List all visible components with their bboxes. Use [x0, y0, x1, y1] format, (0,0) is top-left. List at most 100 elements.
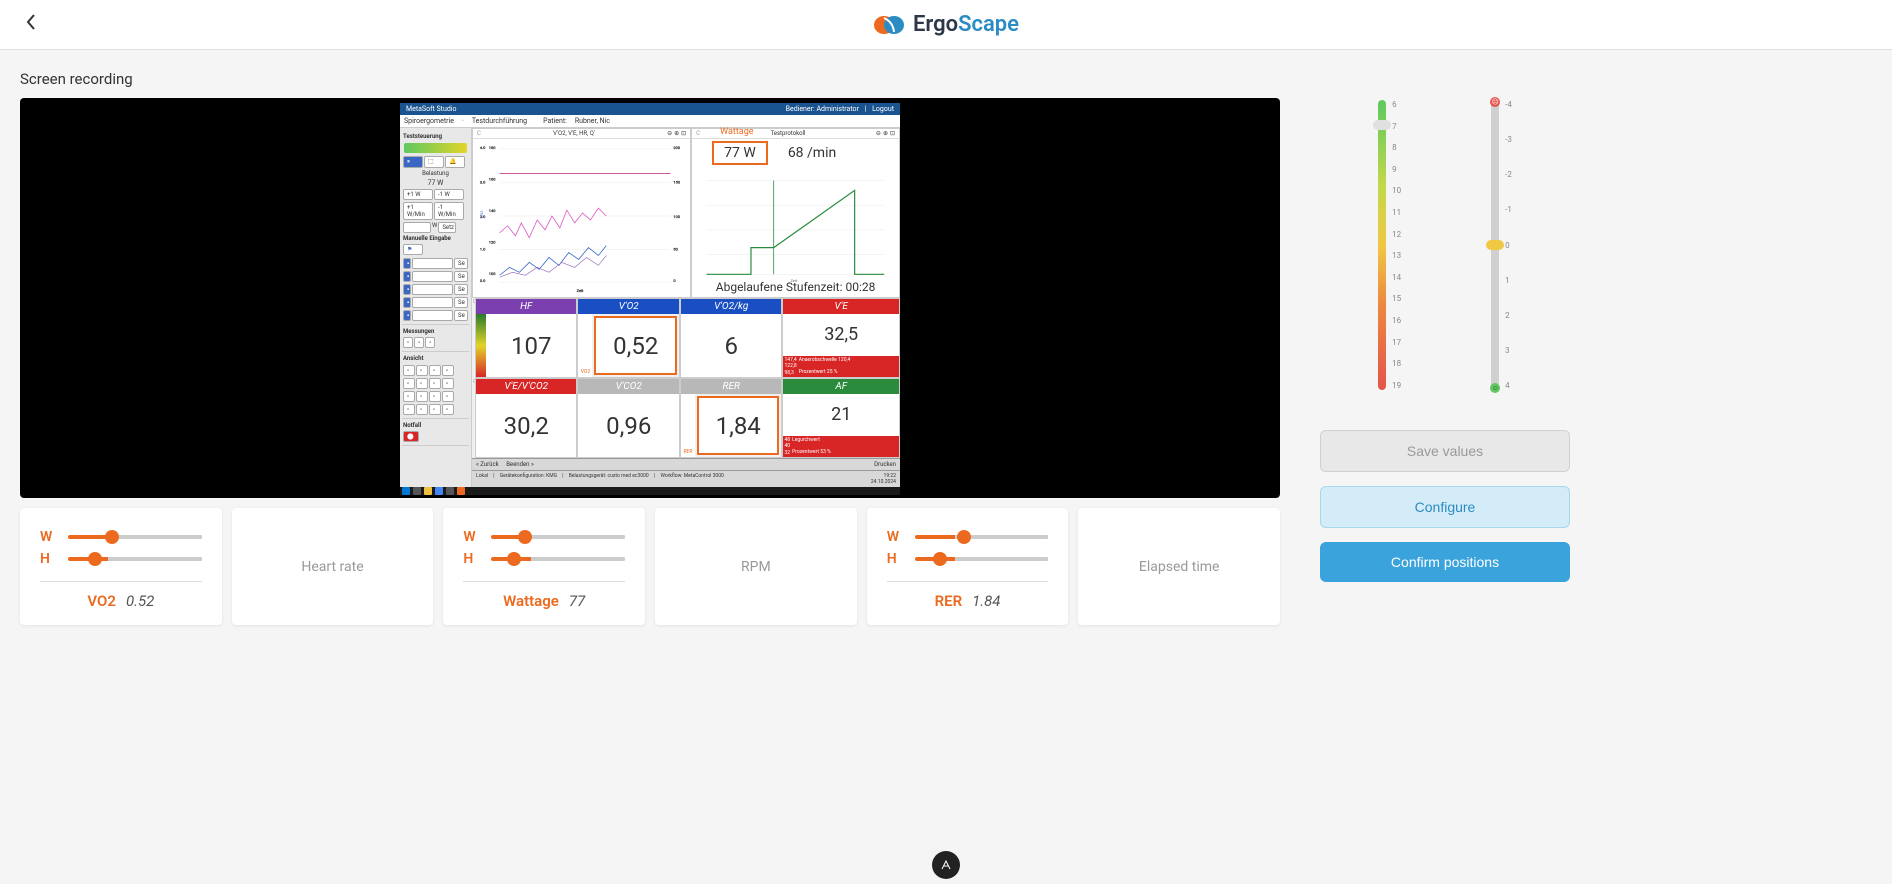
svg-text:140: 140: [489, 208, 496, 213]
metric-name: VO2: [87, 592, 116, 610]
w-thumb[interactable]: [518, 530, 532, 544]
h-label: H: [887, 551, 903, 567]
scale-tick: -1: [1505, 205, 1512, 214]
card-rer: WH RER 1.84: [867, 508, 1069, 625]
borg-tick: 15: [1392, 294, 1401, 303]
tb-icon-folder[interactable]: [424, 487, 432, 495]
h-slider[interactable]: [68, 557, 202, 561]
w-slider[interactable]: [68, 535, 202, 539]
ms-drucken[interactable]: Drucken: [874, 461, 896, 468]
ms-btn2[interactable]: ⬚: [424, 156, 444, 168]
tile-V'CO2: V'CO20,96: [577, 378, 679, 458]
h-slider[interactable]: [915, 557, 1049, 561]
svg-text:0.0: 0.0: [480, 278, 485, 283]
ms-mess-btn[interactable]: ▫: [403, 337, 413, 348]
tb-icon-4[interactable]: [446, 487, 454, 495]
w-slider[interactable]: [491, 535, 625, 539]
ms-patient-label: Patient:: [543, 117, 567, 125]
svg-text:50: 50: [673, 247, 677, 252]
tb-icon-5[interactable]: [457, 487, 465, 495]
svg-text:4.0: 4.0: [480, 145, 485, 150]
ms-chart2-title: Testprotokoll: [770, 130, 805, 137]
ms-w-input[interactable]: [403, 222, 431, 233]
tile-AF: AF21484032LegurchwertProzentwert 53 %: [782, 378, 900, 458]
scale-tick: -3: [1505, 135, 1512, 144]
h-label: H: [463, 551, 479, 567]
w-label: W: [887, 529, 903, 545]
tile-V'O2/kg: V'O2/kg6: [680, 298, 782, 378]
tile-HF: HF107: [475, 298, 577, 378]
ms-setz[interactable]: Setz: [438, 222, 456, 233]
borg-tick: 18: [1392, 359, 1401, 368]
w-thumb[interactable]: [105, 530, 119, 544]
back-button[interactable]: [25, 13, 37, 36]
ms-menubar: Spiroergometrie · Testdurchführung Patie…: [400, 115, 900, 128]
ms-chart-protokoll: C Testprotokoll ⊖⊕⊡ Wattage 77 W 68 /min: [691, 128, 900, 298]
borg-tick: 14: [1392, 273, 1401, 282]
pain-handle[interactable]: [1486, 240, 1504, 250]
borg-tick: 6: [1392, 100, 1401, 109]
ms-footer: « Zurück Beenden » Drucken: [472, 458, 900, 470]
borg-tick: 7: [1392, 122, 1401, 131]
svg-text:200: 200: [673, 145, 680, 150]
scale-tick: 3: [1505, 346, 1512, 355]
ms-plus1wmin[interactable]: +1 W/Min: [403, 202, 433, 220]
windows-icon[interactable]: [402, 487, 410, 495]
logo-icon: [873, 14, 905, 36]
h-slider[interactable]: [491, 557, 625, 561]
h-thumb[interactable]: [507, 552, 521, 566]
ms-belastung: Belastung: [402, 169, 469, 178]
card-vo2: WHVO20.52: [20, 508, 222, 625]
w-thumb[interactable]: [957, 530, 971, 544]
ms-back[interactable]: « Zurück: [476, 461, 499, 468]
pain-scale[interactable]: ☹ ☺: [1491, 100, 1499, 390]
scale-tick: -4: [1505, 100, 1512, 109]
ms-patient: Rubner, Nic: [575, 117, 610, 125]
save-values-button[interactable]: Save values: [1320, 430, 1570, 472]
w-slider[interactable]: [915, 535, 1049, 539]
ms-minus1wmin[interactable]: -1 W/Min: [434, 202, 464, 220]
ms-taskbar: [400, 487, 900, 495]
ms-progress-bar: [404, 143, 467, 153]
ms-mess-btn3[interactable]: ▫: [425, 337, 435, 348]
metric-value: 1.84: [972, 592, 1000, 610]
ms-plus1w[interactable]: +1 W: [403, 189, 433, 200]
ms-pause-btn[interactable]: ⏸: [403, 156, 423, 168]
ms-logout[interactable]: Logout: [872, 105, 894, 113]
h-thumb[interactable]: [933, 552, 947, 566]
ms-user-label: Bediener:: [786, 105, 815, 113]
confirm-positions-button[interactable]: Confirm positions: [1320, 542, 1570, 582]
chart1-svg: 4.0180 3.0160 2.0140 1.0120 0.0100 20015…: [473, 139, 690, 295]
card-rpm: RPM: [655, 508, 857, 625]
ms-minus1w[interactable]: -1 W: [434, 189, 464, 200]
scale-tick: 4: [1505, 381, 1512, 390]
card-wattage: WHWattage77: [443, 508, 645, 625]
metric-value: 0.52: [126, 592, 154, 610]
borg-handle[interactable]: [1373, 120, 1391, 130]
floating-badge[interactable]: [932, 851, 960, 879]
tb-icon-chrome[interactable]: [435, 487, 443, 495]
ms-mess-btn2[interactable]: ▫: [414, 337, 424, 348]
app-logo: ErgoScape: [873, 12, 1019, 37]
svg-text:150: 150: [673, 179, 680, 184]
borg-tick: 8: [1392, 143, 1401, 152]
ms-manuelle: Manuelle Eingabe: [402, 234, 469, 243]
ms-flag-btn[interactable]: ⚑: [403, 244, 423, 255]
svg-text:3.0: 3.0: [480, 179, 485, 184]
ms-notfall-btn[interactable]: ⬤: [403, 431, 419, 442]
ms-beenden[interactable]: Beenden »: [506, 461, 534, 468]
ms-chart1-title: V'O2, V'E, HR, Q': [553, 130, 595, 137]
svg-text:0: 0: [673, 278, 675, 283]
borg-tick: 19: [1392, 381, 1401, 390]
h-thumb[interactable]: [88, 552, 102, 566]
borg-scale[interactable]: [1378, 100, 1386, 390]
borg-tick: 9: [1392, 165, 1401, 174]
tb-icon[interactable]: [413, 487, 421, 495]
metric-name: RER: [935, 592, 963, 610]
ms-btn3[interactable]: 🔔: [445, 156, 465, 168]
borg-tick: 10: [1392, 186, 1401, 195]
ms-statusbar: Lokal | Gerätekonfiguration: KMG | Belas…: [472, 470, 900, 487]
configure-button[interactable]: Configure: [1320, 486, 1570, 528]
tile-RER: RERRER1,84: [680, 378, 782, 458]
ms-user: Administrator: [816, 105, 858, 113]
